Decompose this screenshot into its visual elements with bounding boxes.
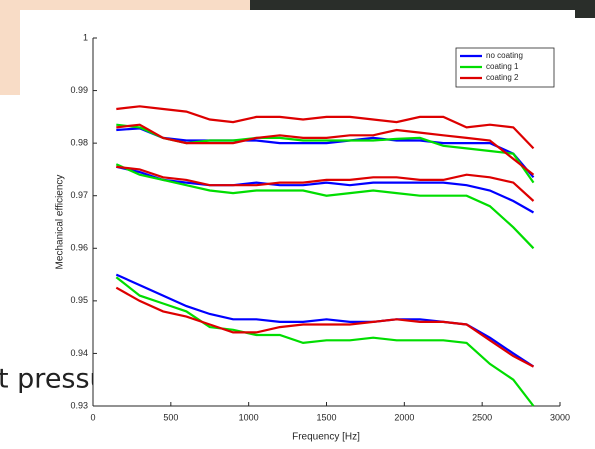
y-tick-label: 1 <box>83 32 88 42</box>
x-tick-label: 2500 <box>472 412 492 422</box>
legend-label: no coating <box>486 51 523 60</box>
y-axis-label: Mechanical efficiency <box>55 175 66 270</box>
x-tick-label: 2000 <box>394 412 414 422</box>
y-tick-label: 0.97 <box>70 190 88 200</box>
legend-label: coating 1 <box>486 62 519 71</box>
data-line <box>116 105 535 150</box>
data-line <box>115 163 535 250</box>
data-line <box>116 127 535 179</box>
data-line <box>115 276 535 407</box>
y-tick-label: 0.95 <box>70 295 88 305</box>
y-tick-label: 0.94 <box>70 348 88 358</box>
y-tick-label: 0.96 <box>70 243 88 253</box>
x-tick-label: 1500 <box>316 412 336 422</box>
plot-area <box>93 38 560 406</box>
x-tick-label: 0 <box>90 412 95 422</box>
x-tick-label: 500 <box>163 412 178 422</box>
data-line <box>115 286 535 368</box>
x-tick-label: 1000 <box>239 412 259 422</box>
y-tick-label: 0.93 <box>70 400 88 410</box>
y-tick-label: 0.99 <box>70 85 88 95</box>
legend-label: coating 2 <box>486 73 519 82</box>
x-tick-label: 3000 <box>550 412 570 422</box>
data-line <box>116 165 535 202</box>
data-line <box>116 165 535 214</box>
x-axis-label: Frequency [Hz] <box>292 432 360 443</box>
y-tick-label: 0.98 <box>70 138 88 148</box>
data-line <box>116 123 535 176</box>
